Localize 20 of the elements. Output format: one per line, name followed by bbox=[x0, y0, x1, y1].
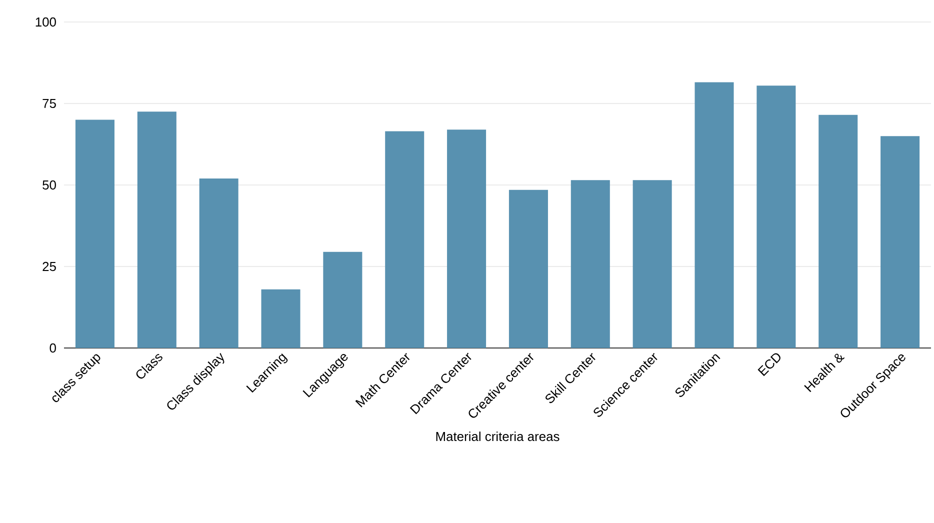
x-axis-title: Material criteria areas bbox=[436, 432, 560, 442]
y-tick-label: 25 bbox=[42, 262, 56, 272]
y-tick-label: 100 bbox=[36, 17, 56, 27]
bar bbox=[632, 180, 672, 348]
bar bbox=[137, 112, 176, 348]
bar bbox=[261, 289, 300, 348]
bar bbox=[570, 180, 610, 348]
bar bbox=[756, 86, 796, 348]
y-tick-label: 50 bbox=[42, 180, 56, 190]
bar bbox=[199, 178, 238, 348]
bar bbox=[385, 131, 424, 348]
bar bbox=[323, 252, 362, 348]
bar bbox=[694, 82, 734, 348]
bar bbox=[447, 130, 486, 348]
bar bbox=[508, 190, 548, 348]
y-tick-label: 75 bbox=[42, 98, 56, 108]
y-tick-label: 0 bbox=[50, 343, 56, 353]
bar bbox=[818, 114, 858, 348]
bar bbox=[75, 120, 114, 348]
bar bbox=[880, 136, 920, 348]
